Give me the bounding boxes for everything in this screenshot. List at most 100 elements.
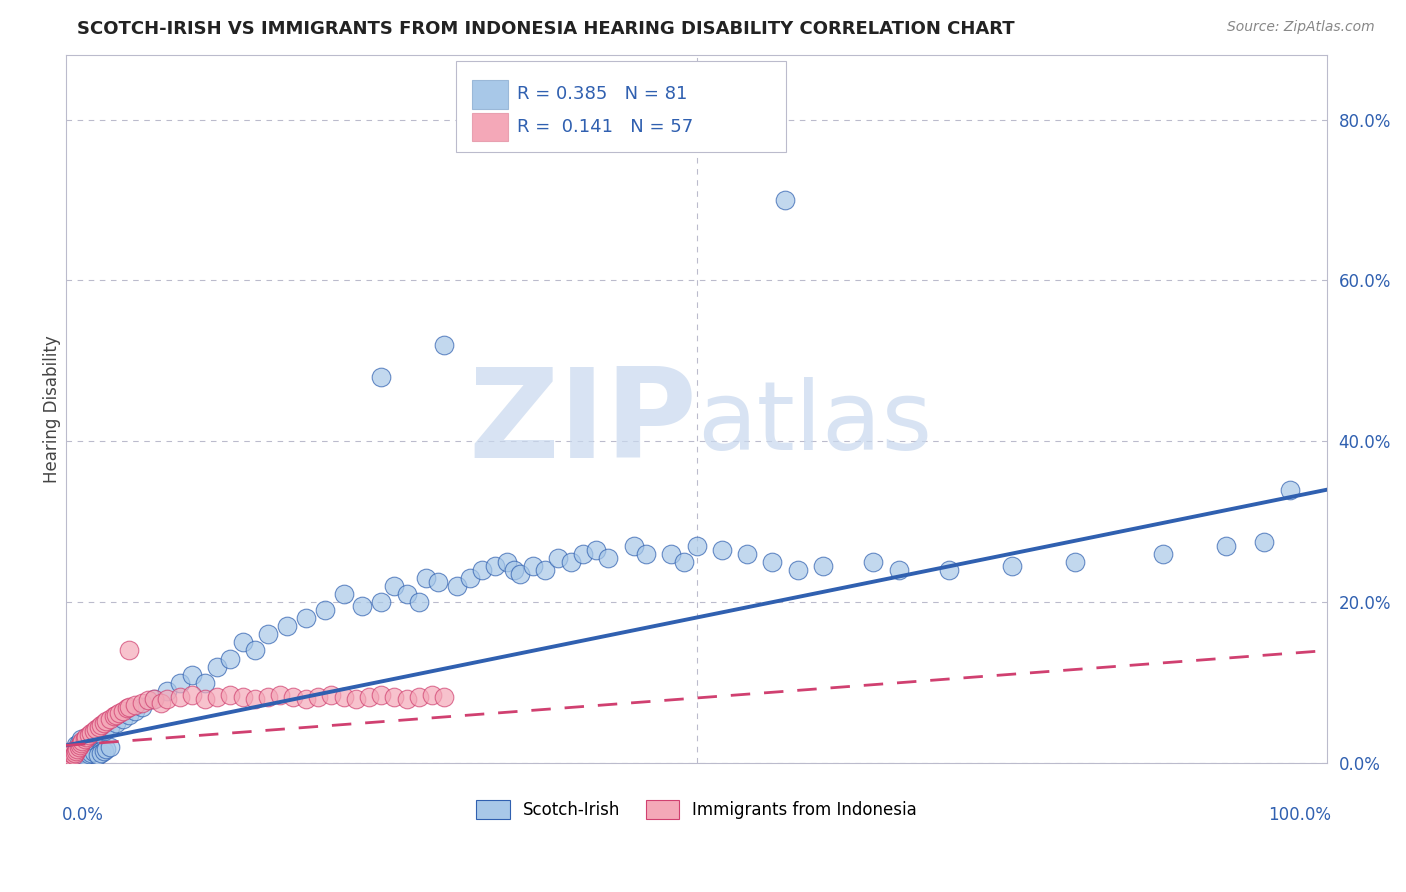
Point [735,547,758,561]
Point [77,728,100,742]
Text: R =  0.141   N = 57: R = 0.141 N = 57 [517,118,693,136]
Point [67,739,90,754]
Text: Source: ZipAtlas.com: Source: ZipAtlas.com [1227,20,1375,34]
Point [105,715,128,730]
Point [98,712,121,726]
Point [786,563,808,577]
Point [408,595,430,609]
Point [194,675,217,690]
Point [673,555,696,569]
Point [862,555,884,569]
Point [408,690,430,705]
Point [370,370,392,384]
Point [307,690,329,705]
Point [636,547,658,561]
Point [60,747,83,761]
Legend: Scotch-Irish, Immigrants from Indonesia: Scotch-Irish, Immigrants from Indonesia [470,793,924,826]
Text: 0.0%: 0.0% [62,805,104,823]
Point [118,643,141,657]
Point [207,690,229,705]
Point [352,599,374,614]
Point [169,675,191,690]
Point [118,699,141,714]
Point [111,712,134,726]
Point [93,715,115,730]
Point [98,739,121,754]
Point [1215,539,1237,553]
Point [938,563,960,577]
Point [156,691,179,706]
Point [502,563,524,577]
Point [710,543,733,558]
Point [395,587,418,601]
Point [124,698,146,713]
Point [357,690,380,705]
Point [90,747,112,761]
Point [83,723,105,738]
Point [72,733,94,747]
Point [245,643,267,657]
Point [131,696,153,710]
Point [496,555,519,569]
Point [149,696,172,710]
Point [471,563,494,577]
Point [294,611,316,625]
Point [207,659,229,673]
Point [319,688,342,702]
Point [181,667,204,681]
Point [73,733,96,747]
Point [598,551,620,566]
Point [420,688,443,702]
Point [1064,555,1087,569]
Point [118,707,141,722]
Point [70,731,93,746]
Point [446,579,468,593]
Point [1001,559,1024,574]
Point [143,691,166,706]
Point [73,731,96,746]
Point [105,707,128,722]
Point [86,725,108,739]
Point [87,720,110,734]
Point [93,744,115,758]
Point [344,691,367,706]
Point [773,193,796,207]
Point [65,744,87,758]
Point [281,690,304,705]
Point [96,714,118,729]
Point [887,563,910,577]
Point [103,709,125,723]
Point [70,736,93,750]
Point [60,749,83,764]
Point [811,559,834,574]
Text: atlas: atlas [697,376,932,470]
Point [370,688,392,702]
Point [124,704,146,718]
Text: SCOTCH-IRISH VS IMMIGRANTS FROM INDONESIA HEARING DISABILITY CORRELATION CHART: SCOTCH-IRISH VS IMMIGRANTS FROM INDONESI… [77,20,1015,37]
Point [67,736,90,750]
Point [96,741,118,756]
Point [69,739,91,753]
Point [73,748,96,763]
Point [269,688,291,702]
Point [294,691,316,706]
Point [395,691,418,706]
Point [111,704,134,718]
Point [433,690,456,705]
Point [65,748,87,763]
Point [761,555,783,569]
Point [370,595,392,609]
Point [332,690,354,705]
Point [219,688,242,702]
Point [136,693,159,707]
Point [181,688,204,702]
Point [276,619,298,633]
Point [58,749,80,764]
Point [232,690,254,705]
Point [194,691,217,706]
Point [547,551,569,566]
Point [427,575,450,590]
Point [86,748,108,763]
Point [232,635,254,649]
Point [585,543,607,558]
